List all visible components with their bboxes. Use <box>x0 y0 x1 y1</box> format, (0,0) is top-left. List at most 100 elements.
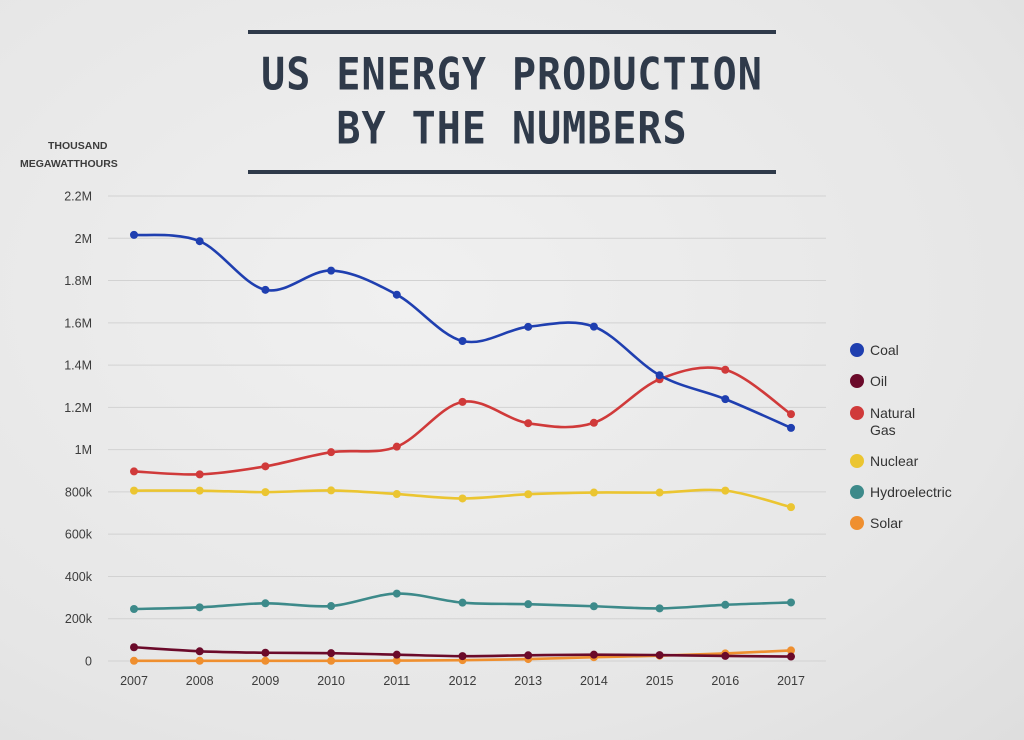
data-point-coal[interactable] <box>261 285 270 294</box>
data-point-hydroelectric[interactable] <box>721 600 730 609</box>
data-point-oil[interactable] <box>261 648 270 657</box>
y-tick-label: 2M <box>75 232 92 246</box>
y-tick-label: 1.6M <box>64 316 92 330</box>
data-point-oil[interactable] <box>392 650 401 659</box>
data-point-natural-gas[interactable] <box>458 397 467 406</box>
y-tick-label: 0 <box>85 655 92 669</box>
y-tick-label: 200k <box>65 612 93 626</box>
data-point-nuclear[interactable] <box>721 486 730 495</box>
data-point-coal[interactable] <box>524 322 533 331</box>
data-point-solar[interactable] <box>261 656 270 665</box>
series-natural-gas <box>130 365 795 479</box>
data-point-coal[interactable] <box>130 230 138 239</box>
legend-item-oil[interactable]: Oil <box>850 373 887 389</box>
x-tick-label: 2016 <box>711 674 739 688</box>
grid-lines <box>108 195 826 662</box>
data-point-nuclear[interactable] <box>130 486 138 495</box>
data-point-oil[interactable] <box>458 652 467 661</box>
data-point-oil[interactable] <box>130 643 138 652</box>
legend-label: Hydroelectric <box>870 484 952 500</box>
data-point-solar[interactable] <box>327 656 336 665</box>
data-point-coal[interactable] <box>655 371 664 380</box>
data-point-natural-gas[interactable] <box>392 442 401 451</box>
y-tick-label: 1.8M <box>64 274 92 288</box>
data-point-hydroelectric[interactable] <box>458 598 467 607</box>
y-tick-label: 1.4M <box>64 359 92 373</box>
data-point-nuclear[interactable] <box>392 490 401 499</box>
y-tick-labels: 0 200k 400k 600k 800k 1M 1.2M 1.4M 1.6M 1.8M 2M 2.2… <box>64 190 93 669</box>
y-axis-unit-line-2: MEGAWATTHOURS <box>20 158 118 170</box>
data-point-oil[interactable] <box>721 651 730 660</box>
y-tick-label: 2.2M <box>64 190 92 204</box>
data-point-hydroelectric[interactable] <box>392 589 401 598</box>
series-nuclear <box>130 486 795 512</box>
y-axis-unit-line-1: THOUSAND <box>48 140 108 152</box>
y-tick-label: 400k <box>65 570 93 584</box>
data-point-solar[interactable] <box>787 646 795 655</box>
data-point-coal[interactable] <box>392 290 401 299</box>
data-point-natural-gas[interactable] <box>261 462 270 471</box>
data-point-oil[interactable] <box>195 647 204 656</box>
x-tick-label: 2009 <box>251 674 279 688</box>
data-point-coal[interactable] <box>721 395 730 404</box>
chart-title-line-2: BY THE NUMBERS <box>336 103 688 155</box>
data-point-coal[interactable] <box>787 423 795 432</box>
data-point-solar[interactable] <box>195 656 204 665</box>
data-point-oil[interactable] <box>589 650 598 659</box>
data-point-hydroelectric[interactable] <box>261 599 270 608</box>
data-point-nuclear[interactable] <box>787 503 795 512</box>
data-point-coal[interactable] <box>458 336 467 345</box>
data-point-hydroelectric[interactable] <box>589 602 598 611</box>
data-point-oil[interactable] <box>524 651 533 660</box>
legend-swatch <box>850 516 864 530</box>
data-point-nuclear[interactable] <box>524 490 533 499</box>
data-point-hydroelectric[interactable] <box>130 605 138 614</box>
legend-item-natural-gas[interactable]: Natural Gas <box>850 405 915 438</box>
data-point-natural-gas[interactable] <box>327 448 336 457</box>
data-point-coal[interactable] <box>195 237 204 246</box>
series-group <box>130 230 795 665</box>
legend-item-coal[interactable]: Coal <box>850 342 899 358</box>
y-tick-label: 1M <box>75 443 92 457</box>
data-point-nuclear[interactable] <box>458 494 467 503</box>
legend-swatch <box>850 485 864 499</box>
legend-item-solar[interactable]: Solar <box>850 515 903 531</box>
data-point-hydroelectric[interactable] <box>195 603 204 612</box>
data-point-solar[interactable] <box>392 656 401 665</box>
data-point-oil[interactable] <box>787 652 795 661</box>
y-tick-label: 800k <box>65 485 93 499</box>
data-point-natural-gas[interactable] <box>195 470 204 479</box>
data-point-nuclear[interactable] <box>195 486 204 495</box>
data-point-nuclear[interactable] <box>589 488 598 497</box>
data-point-coal[interactable] <box>589 322 598 331</box>
data-point-hydroelectric[interactable] <box>524 600 533 609</box>
x-tick-label: 2007 <box>120 674 148 688</box>
data-point-hydroelectric[interactable] <box>787 598 795 607</box>
data-point-solar[interactable] <box>130 656 138 665</box>
series-hydroelectric <box>130 589 795 614</box>
legend-item-nuclear[interactable]: Nuclear <box>850 453 919 469</box>
legend-label: Nuclear <box>870 453 919 469</box>
legend-item-hydroelectric[interactable]: Hydroelectric <box>850 484 952 500</box>
data-point-coal[interactable] <box>327 266 336 275</box>
series-coal <box>130 230 795 432</box>
data-point-oil[interactable] <box>327 649 336 658</box>
legend-swatch <box>850 374 864 388</box>
x-tick-label: 2010 <box>317 674 345 688</box>
data-point-hydroelectric[interactable] <box>655 604 664 613</box>
data-point-natural-gas[interactable] <box>130 467 138 476</box>
x-tick-label: 2011 <box>383 674 410 688</box>
data-point-natural-gas[interactable] <box>589 418 598 427</box>
title-rule-bottom <box>248 170 776 174</box>
data-point-hydroelectric[interactable] <box>327 602 336 611</box>
data-point-nuclear[interactable] <box>261 488 270 497</box>
data-point-nuclear[interactable] <box>655 488 664 497</box>
data-point-natural-gas[interactable] <box>787 410 795 419</box>
legend-swatch <box>850 343 864 357</box>
data-point-oil[interactable] <box>655 651 664 660</box>
data-point-natural-gas[interactable] <box>524 419 533 428</box>
data-point-natural-gas[interactable] <box>721 365 730 374</box>
x-tick-label: 2014 <box>580 674 608 688</box>
data-point-nuclear[interactable] <box>327 486 336 495</box>
